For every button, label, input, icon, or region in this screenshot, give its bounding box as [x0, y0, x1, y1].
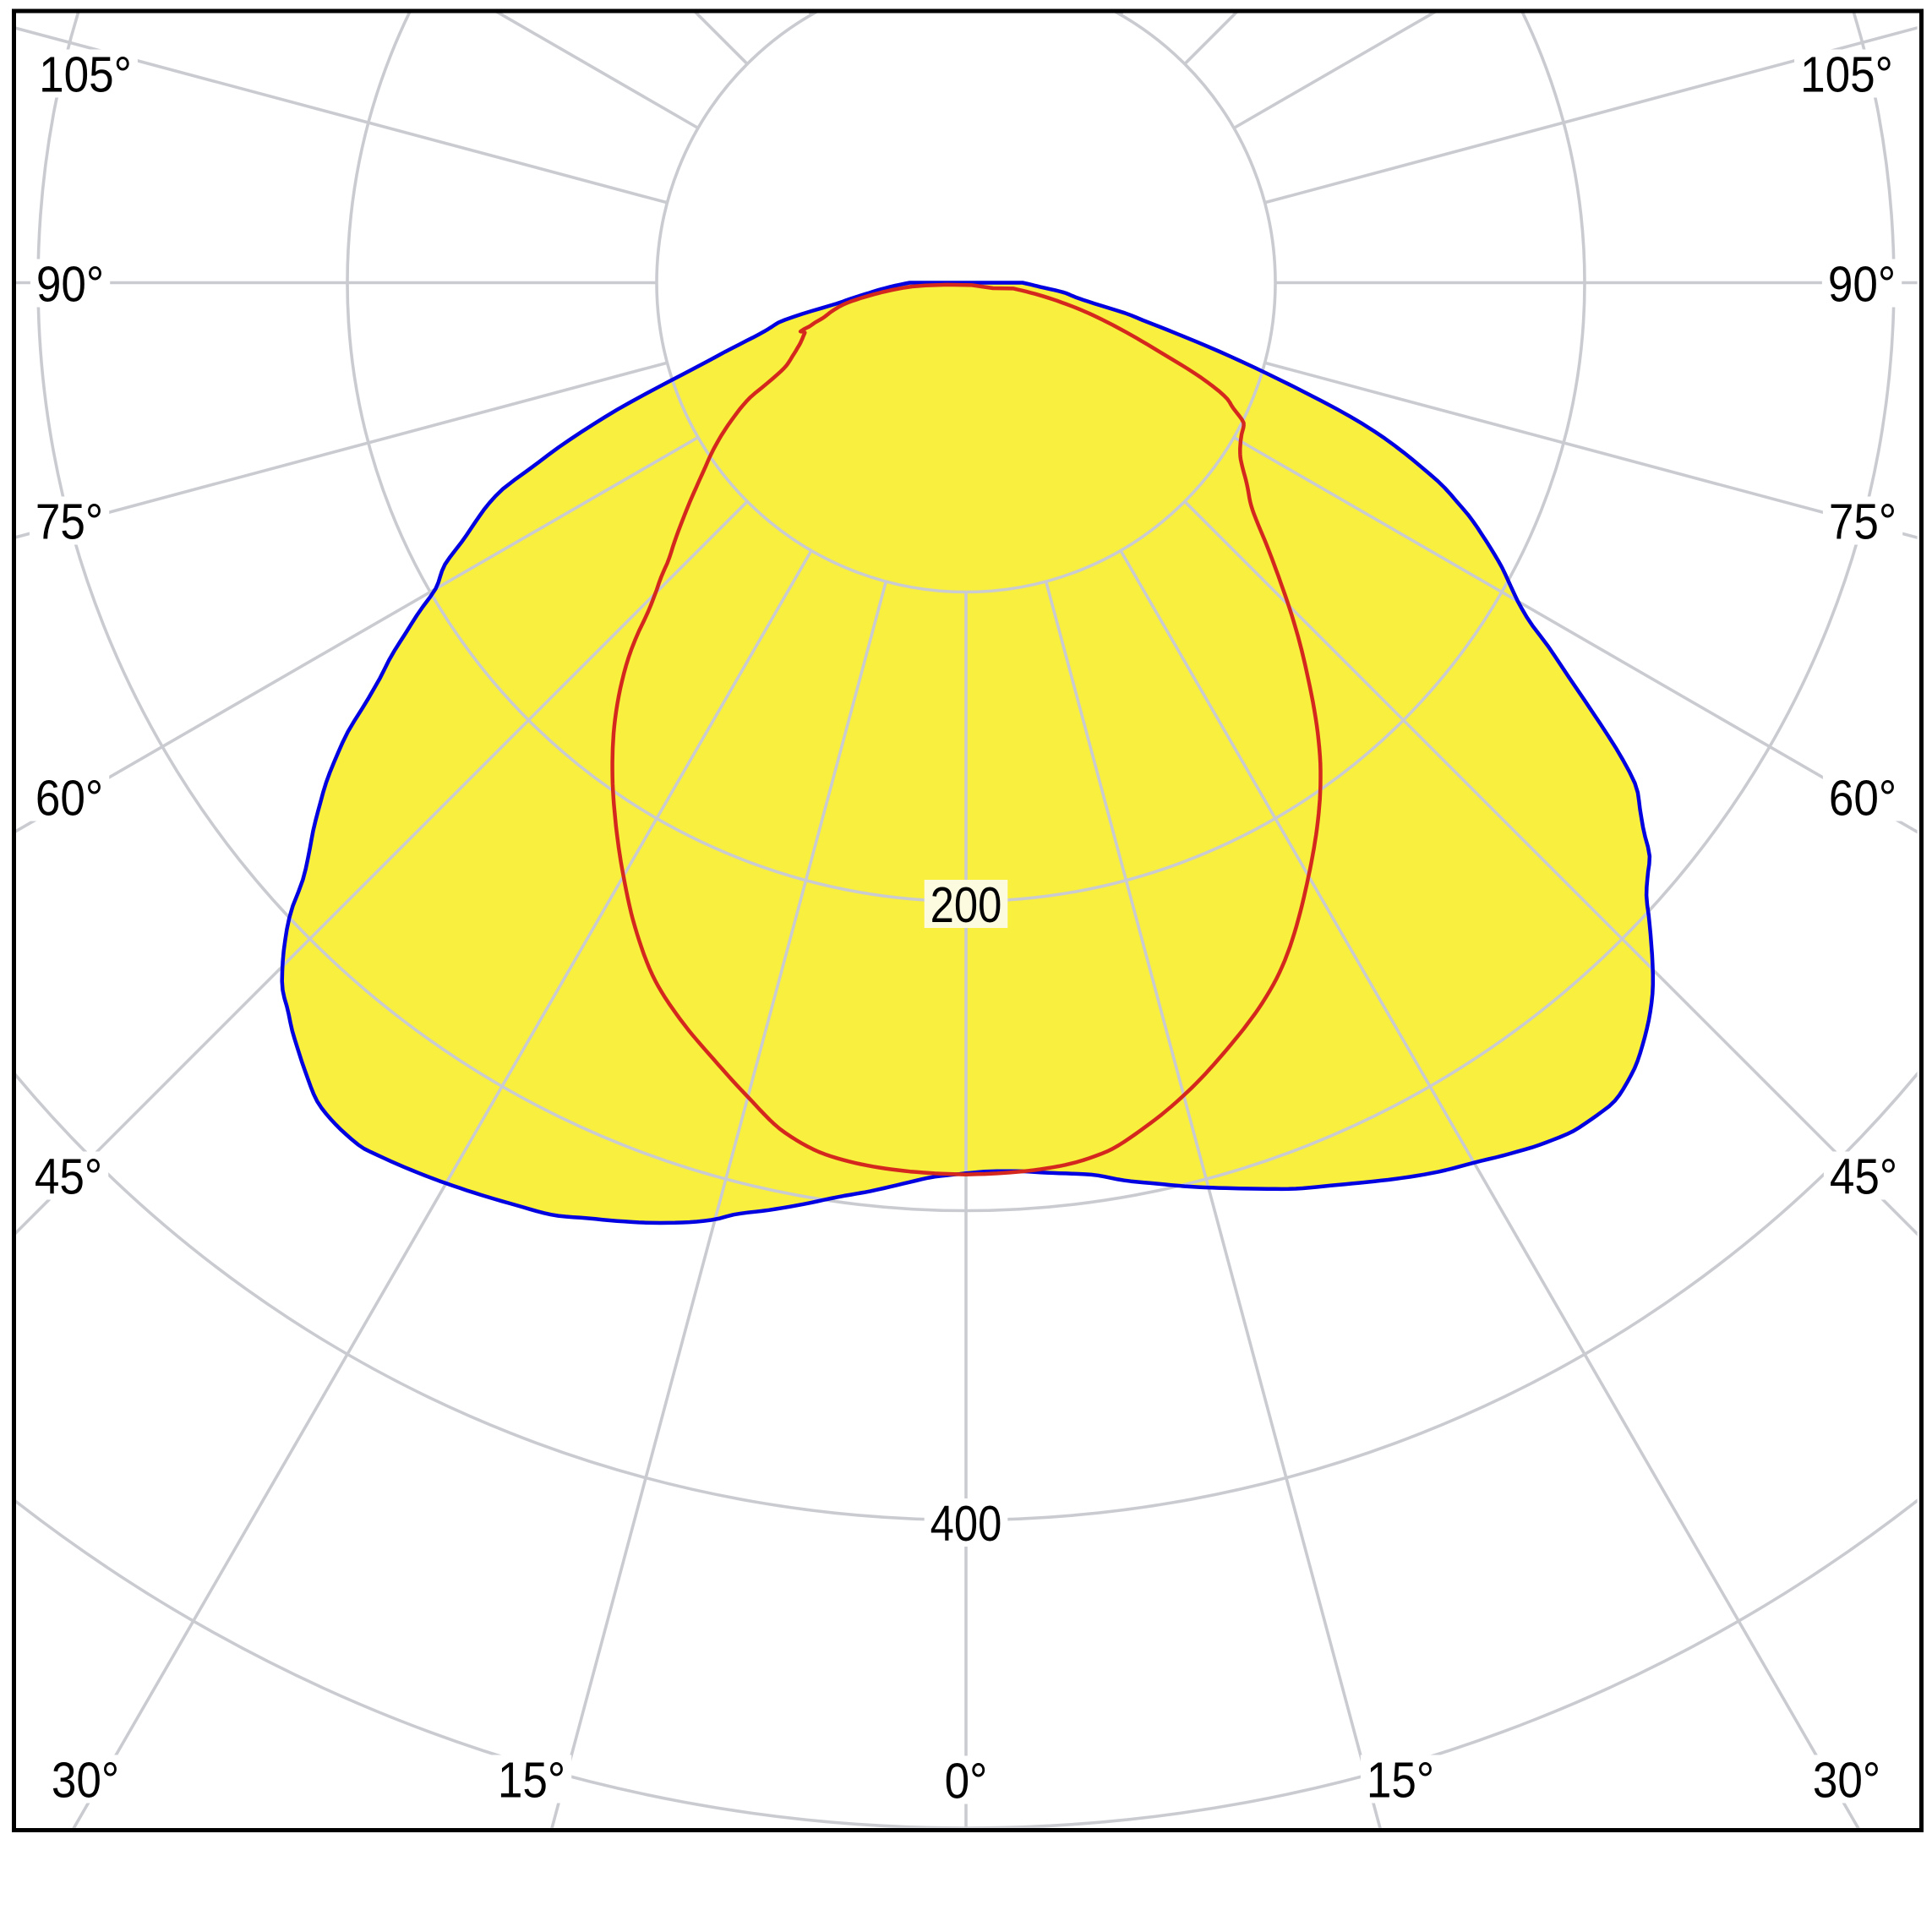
svg-text:15°: 15° [1367, 1752, 1434, 1808]
svg-text:90°: 90° [36, 256, 104, 312]
svg-text:105°: 105° [1800, 46, 1893, 102]
svg-text:105°: 105° [39, 46, 132, 102]
svg-text:90°: 90° [1828, 256, 1896, 312]
svg-text:400: 400 [931, 1495, 1002, 1551]
svg-text:45°: 45° [1830, 1149, 1897, 1204]
svg-text:75°: 75° [35, 494, 103, 549]
svg-text:60°: 60° [1829, 770, 1897, 826]
svg-text:75°: 75° [1829, 494, 1897, 549]
svg-text:45°: 45° [35, 1149, 102, 1204]
svg-text:200: 200 [931, 876, 1002, 932]
svg-text:0°: 0° [945, 1753, 988, 1809]
svg-text:60°: 60° [35, 770, 103, 826]
svg-text:30°: 30° [1813, 1752, 1880, 1808]
svg-text:15°: 15° [498, 1752, 565, 1808]
svg-text:30°: 30° [52, 1752, 119, 1808]
